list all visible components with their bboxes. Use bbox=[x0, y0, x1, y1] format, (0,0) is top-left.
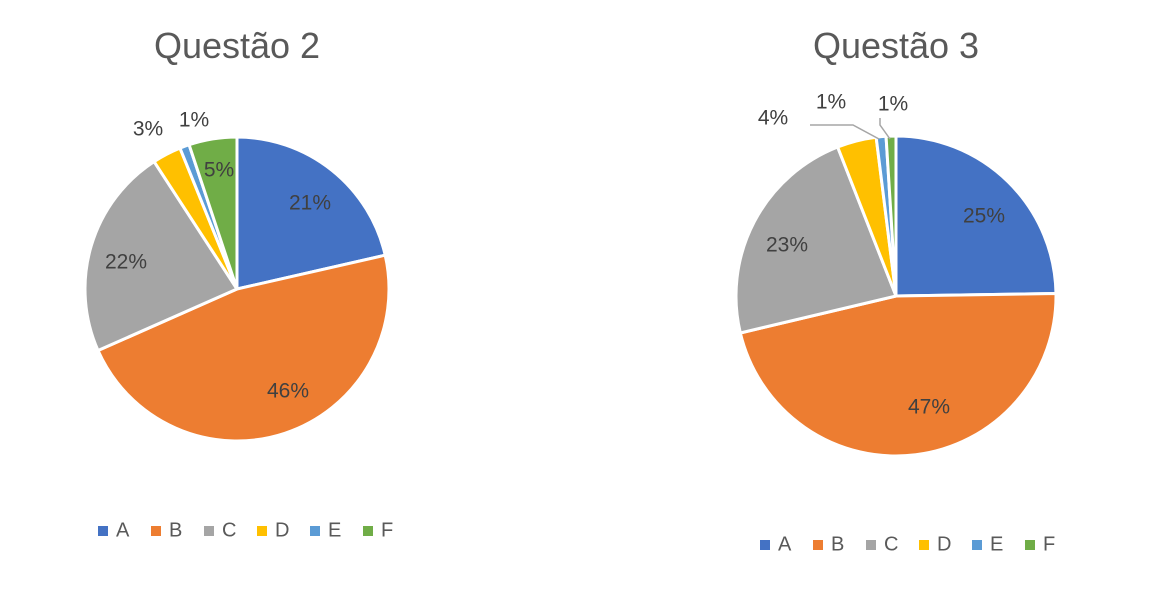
chart-1-data-label-f: 5% bbox=[204, 159, 234, 182]
chart-2-data-label-c: 23% bbox=[766, 234, 808, 257]
chart-2-legend-swatch-f bbox=[1025, 540, 1035, 550]
chart-1-legend-label-d: D bbox=[275, 519, 289, 541]
chart-1-data-label-e: 1% bbox=[179, 109, 209, 132]
chart-2-legend-label-f: F bbox=[1043, 533, 1055, 555]
chart-2-legend-label-a: A bbox=[778, 533, 792, 555]
chart-1-legend-swatch-b bbox=[151, 526, 161, 536]
chart-1-legend-swatch-d bbox=[257, 526, 267, 536]
chart-2-legend-swatch-e bbox=[972, 540, 982, 550]
chart-2-legend-label-d: D bbox=[937, 533, 951, 555]
chart-1-legend-label-e: E bbox=[328, 519, 341, 541]
chart-1-data-label-b: 46% bbox=[267, 380, 309, 403]
chart-2-slice-b bbox=[738, 292, 1058, 458]
chart-2-legend-swatch-a bbox=[760, 540, 770, 550]
chart-2-slice-f bbox=[884, 134, 898, 298]
chart-2-slice-a bbox=[894, 134, 1058, 298]
chart-1-legend-swatch-a bbox=[98, 526, 108, 536]
chart-2-leader-e bbox=[810, 124, 880, 140]
chart-2-title: Questão 3 bbox=[813, 25, 979, 66]
chart-1-slice-b bbox=[96, 253, 391, 443]
chart-2-data-label-a: 25% bbox=[963, 205, 1005, 228]
chart-1-legend-swatch-f bbox=[363, 526, 373, 536]
chart-1-slice-c bbox=[83, 160, 239, 353]
chart-1-legend-swatch-c bbox=[204, 526, 214, 536]
chart-2-legend-swatch-d bbox=[919, 540, 929, 550]
chart-1-title: Questão 2 bbox=[154, 25, 320, 66]
chart-2-slice-c bbox=[734, 145, 898, 335]
chart-1-legend-label-f: F bbox=[381, 519, 393, 541]
chart-2-data-label-e: 1% bbox=[816, 91, 846, 114]
chart-1-data-label-c: 22% bbox=[105, 251, 147, 274]
chart-1-legend-label-c: C bbox=[222, 519, 236, 541]
chart-1-slice-a bbox=[235, 135, 387, 291]
chart-1-legend-label-b: B bbox=[169, 519, 182, 541]
chart-2-data-label-f: 1% bbox=[878, 93, 908, 116]
chart-2-legend-swatch-b bbox=[813, 540, 823, 550]
chart-2-legend-label-e: E bbox=[990, 533, 1003, 555]
chart-1-data-label-d: 3% bbox=[133, 118, 163, 141]
chart-1-data-label-a: 21% bbox=[289, 192, 331, 215]
chart-1-legend-label-a: A bbox=[116, 519, 130, 541]
chart-2-data-label-d: 4% bbox=[758, 107, 788, 130]
chart-2-legend-label-c: C bbox=[884, 533, 898, 555]
chart-2-data-label-b: 47% bbox=[908, 396, 950, 419]
chart-2-legend-swatch-c bbox=[866, 540, 876, 550]
chart-1-legend-swatch-e bbox=[310, 526, 320, 536]
chart-2-legend-label-b: B bbox=[831, 533, 844, 555]
chart-2-leader-f bbox=[879, 118, 891, 140]
chart-1-slice-f bbox=[187, 135, 239, 291]
